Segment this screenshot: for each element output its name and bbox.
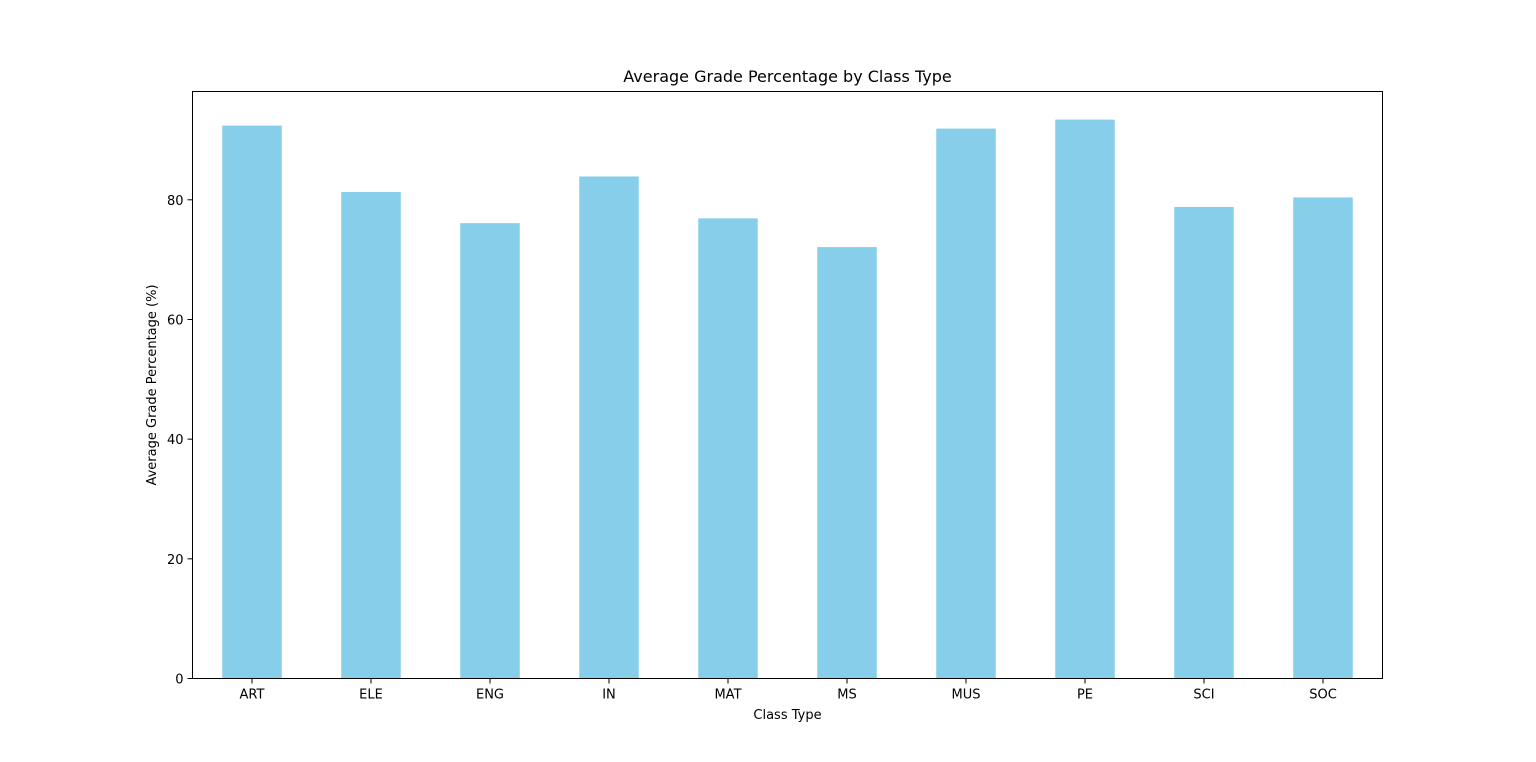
y-tick-label: 80 bbox=[167, 194, 184, 209]
chart-title: Average Grade Percentage by Class Type bbox=[623, 67, 951, 86]
plot-frame bbox=[192, 91, 1383, 679]
x-tick-label: IN bbox=[602, 688, 616, 703]
bar-ms bbox=[817, 247, 877, 679]
x-tick-label: MUS bbox=[952, 688, 981, 703]
y-axis: 0 20 40 60 80 bbox=[167, 194, 193, 688]
y-tick-label: 40 bbox=[167, 433, 184, 448]
x-tick-label: ENG bbox=[476, 688, 504, 703]
x-tick-label: SCI bbox=[1193, 688, 1214, 703]
bar-ele bbox=[341, 192, 401, 679]
bar-mat bbox=[698, 218, 758, 679]
bar-sci bbox=[1174, 206, 1234, 679]
y-tick-label: 60 bbox=[167, 313, 184, 328]
bar-eng bbox=[460, 223, 520, 679]
bar-pe bbox=[1055, 119, 1115, 679]
bar-art bbox=[222, 125, 282, 679]
x-tick-label: MS bbox=[837, 688, 856, 703]
bars-group bbox=[222, 119, 1353, 679]
x-tick-label: SOC bbox=[1309, 688, 1337, 703]
bar-in bbox=[579, 176, 639, 679]
x-axis: ART ELE ENG IN MAT MS MUS PE SCI SOC bbox=[240, 678, 1337, 703]
x-tick-label: PE bbox=[1077, 688, 1093, 703]
x-tick-label: MAT bbox=[714, 688, 741, 703]
x-tick-label: ART bbox=[240, 688, 265, 703]
y-tick-label: 20 bbox=[167, 553, 184, 568]
y-tick-label: 0 bbox=[175, 673, 183, 688]
x-axis-label: Class Type bbox=[753, 708, 821, 723]
bar-soc bbox=[1293, 197, 1353, 679]
x-tick-label: ELE bbox=[359, 688, 383, 703]
y-axis-label: Average Grade Percentage (%) bbox=[145, 284, 160, 485]
bar-mus bbox=[936, 128, 996, 679]
